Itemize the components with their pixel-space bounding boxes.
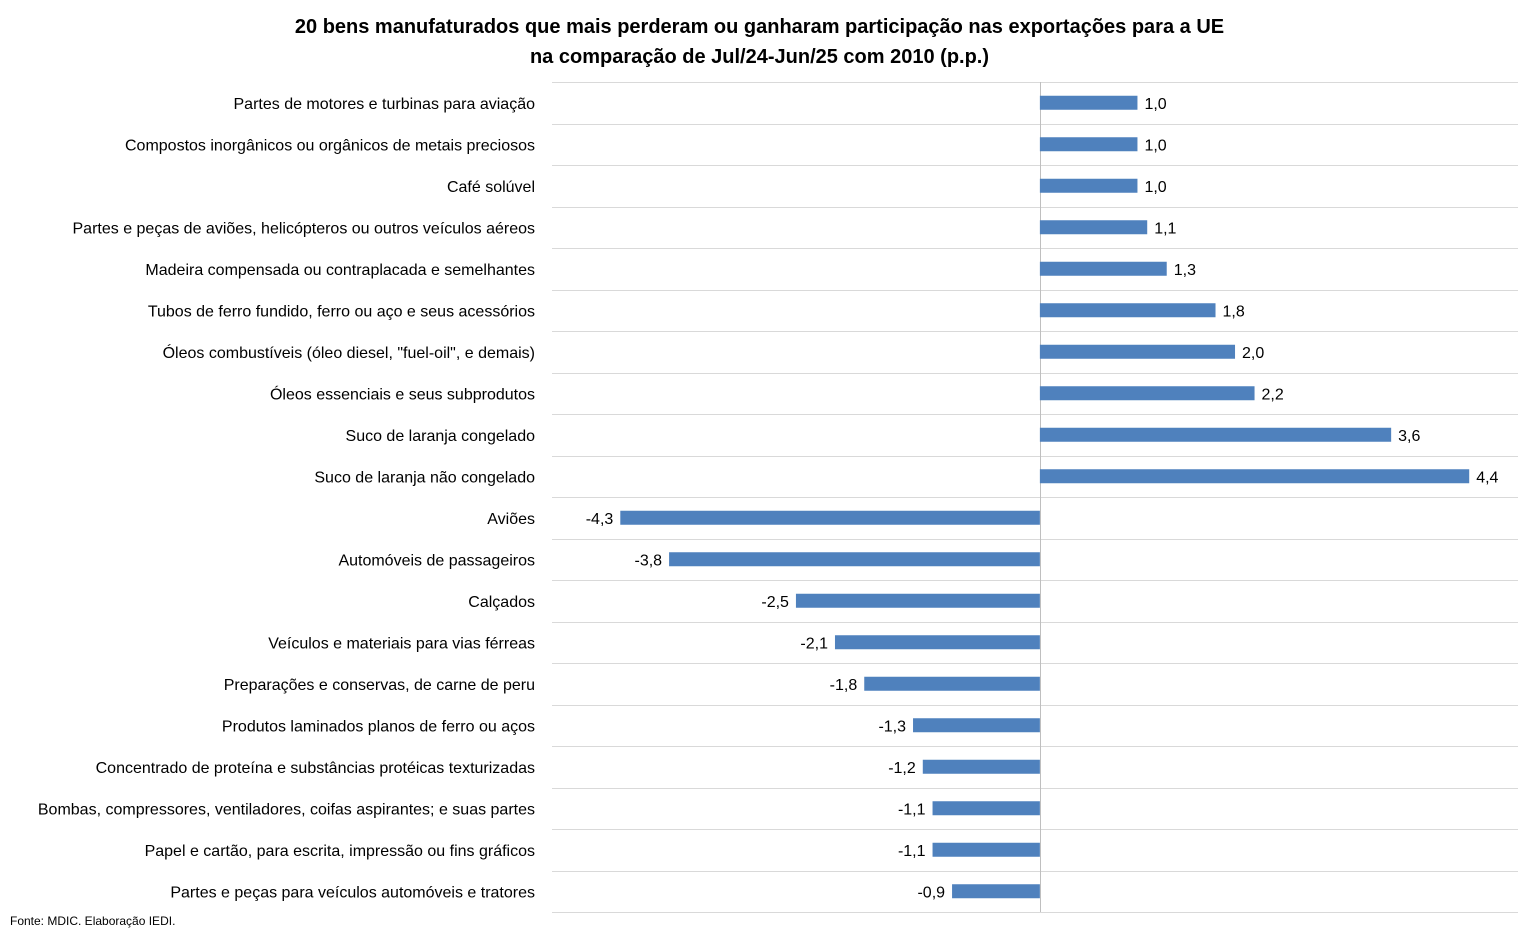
category-label: Óleos essenciais e seus subprodutos <box>270 384 535 403</box>
category-label: Calçados <box>468 594 535 611</box>
category-label: Partes e peças para veículos automóveis … <box>170 884 535 901</box>
bar <box>795 593 1040 608</box>
category-label: Veículos e materiais para vias férreas <box>268 635 535 652</box>
bar <box>1039 303 1216 318</box>
bar <box>834 635 1040 650</box>
category-label: Suco de laranja não congelado <box>314 469 535 486</box>
category-label: Partes de motores e turbinas para aviaçã… <box>234 96 536 113</box>
data-label: 2,2 <box>1262 386 1284 403</box>
category-label: Concentrado de proteína e substâncias pr… <box>96 760 535 777</box>
data-label: -2,5 <box>761 594 789 611</box>
category-label: Madeira compensada ou contraplacada e se… <box>145 262 535 279</box>
data-label: -0,9 <box>917 884 945 901</box>
category-label: Automóveis de passageiros <box>338 552 535 569</box>
category-label: Preparações e conservas, de carne de per… <box>224 677 535 694</box>
bar <box>864 676 1040 691</box>
category-label: Bombas, compressores, ventiladores, coif… <box>38 801 535 818</box>
category-label: Aviões <box>487 511 535 528</box>
bar <box>1039 137 1138 152</box>
data-label: -4,3 <box>586 511 614 528</box>
data-label: 4,4 <box>1476 469 1498 486</box>
data-label: 3,6 <box>1398 428 1420 445</box>
data-label: -1,1 <box>898 801 926 818</box>
bar <box>1039 469 1470 484</box>
bar <box>620 510 1040 525</box>
data-label: -1,2 <box>888 760 916 777</box>
category-label: Produtos laminados planos de ferro ou aç… <box>222 718 535 735</box>
data-label: 1,0 <box>1144 137 1166 154</box>
data-label: -1,8 <box>830 677 858 694</box>
category-label: Partes e peças de aviões, helicópteros o… <box>73 220 536 237</box>
bar <box>1039 178 1138 193</box>
bar <box>669 552 1040 567</box>
category-label: Compostos inorgânicos ou orgânicos de me… <box>125 137 535 154</box>
bar <box>932 801 1040 816</box>
category-label: Suco de laranja congelado <box>346 428 536 445</box>
category-label: Tubos de ferro fundido, ferro ou aço e s… <box>148 303 535 320</box>
data-label: -1,1 <box>898 843 926 860</box>
bar <box>1039 220 1148 235</box>
data-label: 1,0 <box>1144 96 1166 113</box>
bar <box>913 718 1040 733</box>
data-label: -3,8 <box>635 552 663 569</box>
chart-title: 20 bens manufaturados que mais perderam … <box>0 12 1519 72</box>
data-label: 1,0 <box>1144 179 1166 196</box>
chart-title-line-2: na comparação de Jul/24-Jun/25 com 2010 … <box>529 46 990 68</box>
data-label: 1,3 <box>1174 262 1196 279</box>
bar <box>1039 427 1392 442</box>
data-label: -2,1 <box>800 635 828 652</box>
category-label: Óleos combustíveis (óleo diesel, "fuel-o… <box>163 343 535 362</box>
bar <box>952 884 1040 899</box>
bar <box>932 842 1040 857</box>
bar <box>1039 344 1236 359</box>
bar <box>1039 95 1138 110</box>
bar <box>1039 261 1167 276</box>
category-label: Papel e cartão, para escrita, impressão … <box>145 843 535 860</box>
chart-title-line-1: 20 bens manufaturados que mais perderam … <box>294 16 1225 38</box>
data-label: 1,1 <box>1154 220 1176 237</box>
source-note: Fonte: MDIC. Elaboração IEDI. <box>10 914 176 928</box>
data-label: 2,0 <box>1242 345 1264 362</box>
bar <box>1039 386 1255 401</box>
category-label: Café solúvel <box>447 179 535 196</box>
bar <box>922 759 1040 774</box>
data-label: -1,3 <box>878 718 906 735</box>
data-label: 1,8 <box>1223 303 1245 320</box>
